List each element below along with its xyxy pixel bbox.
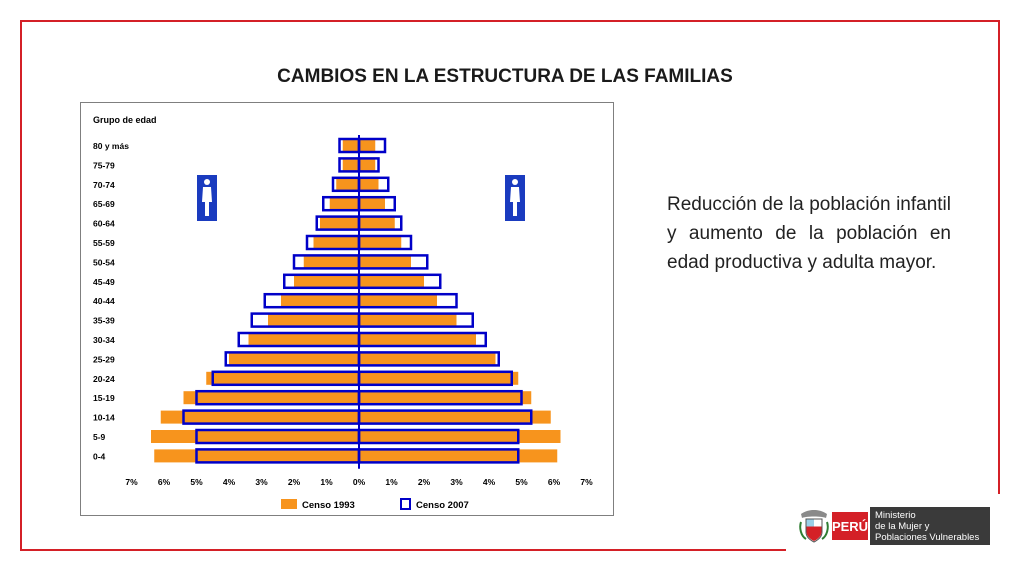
age-group-label: 5-9 <box>93 432 106 442</box>
age-group-label: 15-19 <box>93 393 115 403</box>
age-group-label: 70-74 <box>93 180 115 190</box>
bar-1993-right <box>359 333 476 346</box>
x-tick-label: 6% <box>158 477 171 487</box>
x-tick-label: 5% <box>515 477 528 487</box>
bar-1993-left <box>342 139 359 152</box>
x-tick-label: 4% <box>223 477 236 487</box>
age-group-label: 55-59 <box>93 238 115 248</box>
age-group-label: 65-69 <box>93 199 115 209</box>
bar-1993-right <box>359 313 457 327</box>
x-tick-label: 6% <box>548 477 561 487</box>
bar-1993-left <box>154 449 359 463</box>
bar-1993-left <box>294 274 359 288</box>
bar-1993-left <box>183 391 359 405</box>
bar-1993-left <box>281 294 359 308</box>
slide-title: CAMBIOS EN LA ESTRUCTURA DE LAS FAMILIAS <box>277 66 733 87</box>
x-tick-label: 1% <box>385 477 398 487</box>
x-tick-label: 2% <box>418 477 431 487</box>
y-axis-title: Grupo de edad <box>93 115 157 125</box>
bar-1993-right <box>359 177 379 191</box>
age-group-label: 45-49 <box>93 277 115 287</box>
age-group-label: 35-39 <box>93 316 115 326</box>
x-tick-label: 0% <box>353 477 366 487</box>
bar-1993-left <box>313 236 359 249</box>
bar-1993-left <box>206 371 359 385</box>
bar-1993-left <box>248 333 359 346</box>
age-group-label: 50-54 <box>93 257 115 267</box>
bar-1993-left <box>342 158 359 172</box>
bar-1993-left <box>229 352 359 366</box>
age-group-label: 40-44 <box>93 296 115 306</box>
bar-1993-right <box>359 294 437 308</box>
legend-label-2007: Censo 2007 <box>416 500 469 511</box>
female-icon-body <box>510 187 520 216</box>
female-icon-head <box>512 179 518 185</box>
bar-1993-right <box>359 216 395 230</box>
male-icon-body <box>202 187 212 216</box>
bar-1993-right <box>359 430 561 443</box>
legend-swatch-1993 <box>281 499 297 509</box>
bar-1993-left <box>320 216 359 230</box>
bar-1993-right <box>359 449 558 463</box>
bar-1993-right <box>359 274 424 288</box>
x-tick-label: 3% <box>450 477 463 487</box>
bar-1993-right <box>359 197 385 211</box>
age-group-label: 80 y más <box>93 141 129 151</box>
slide-frame: CAMBIOS EN LA ESTRUCTURA DE LAS FAMILIAS <box>20 20 1000 551</box>
age-group-label: 25-29 <box>93 354 115 364</box>
bar-1993-left <box>268 313 359 327</box>
coat-of-arms-icon <box>799 510 829 543</box>
bar-1993-right <box>359 352 496 366</box>
ministry-logo: PERÚ Ministerio de la Mujer y Poblacione… <box>798 506 990 546</box>
male-icon-head <box>204 179 210 185</box>
bar-1993-right <box>359 255 411 269</box>
x-tick-label: 5% <box>190 477 203 487</box>
x-tick-label: 2% <box>288 477 301 487</box>
age-group-label: 75-79 <box>93 160 115 170</box>
bar-1993-left <box>151 430 359 443</box>
ministry-line-2: de la Mujer y <box>875 521 930 532</box>
age-group-label: 20-24 <box>93 374 115 384</box>
peru-label: PERÚ <box>832 512 868 540</box>
x-tick-label: 7% <box>580 477 593 487</box>
ministry-name: Ministerio de la Mujer y Poblaciones Vul… <box>870 507 990 545</box>
legend-swatch-2007 <box>400 498 411 510</box>
x-tick-label: 1% <box>320 477 333 487</box>
ministry-line-1: Ministerio <box>875 510 916 521</box>
bar-1993-right <box>359 410 551 424</box>
slide-body-text: Reducción de la población infantil y aum… <box>667 194 951 273</box>
population-pyramid-chart: Grupo de edad 80 y más 75-79 70-74 65-69 60-6… <box>80 102 614 516</box>
x-tick-label: 7% <box>125 477 138 487</box>
age-group-label: 10-14 <box>93 413 115 423</box>
chart-canvas: Grupo de edad 80 y más 75-79 70-74 65-69 60-6… <box>93 115 593 511</box>
legend-label-1993: Censo 1993 <box>302 500 355 511</box>
bar-1993-left <box>329 197 359 211</box>
bar-1993-right <box>359 139 376 152</box>
bar-1993-left <box>160 410 359 424</box>
age-group-label: 0-4 <box>93 451 106 461</box>
bar-1993-right <box>359 158 376 172</box>
age-group-label: 60-64 <box>93 219 115 229</box>
bar-1993-right <box>359 391 532 405</box>
bar-1993-right <box>359 371 519 385</box>
age-group-label: 30-34 <box>93 335 115 345</box>
ministry-line-3: Poblaciones Vulnerables <box>875 532 980 543</box>
x-tick-label: 4% <box>483 477 496 487</box>
bar-1993-left <box>336 177 359 191</box>
bar-1993-left <box>303 255 359 269</box>
x-tick-label: 3% <box>255 477 268 487</box>
bar-1993-right <box>359 236 402 249</box>
